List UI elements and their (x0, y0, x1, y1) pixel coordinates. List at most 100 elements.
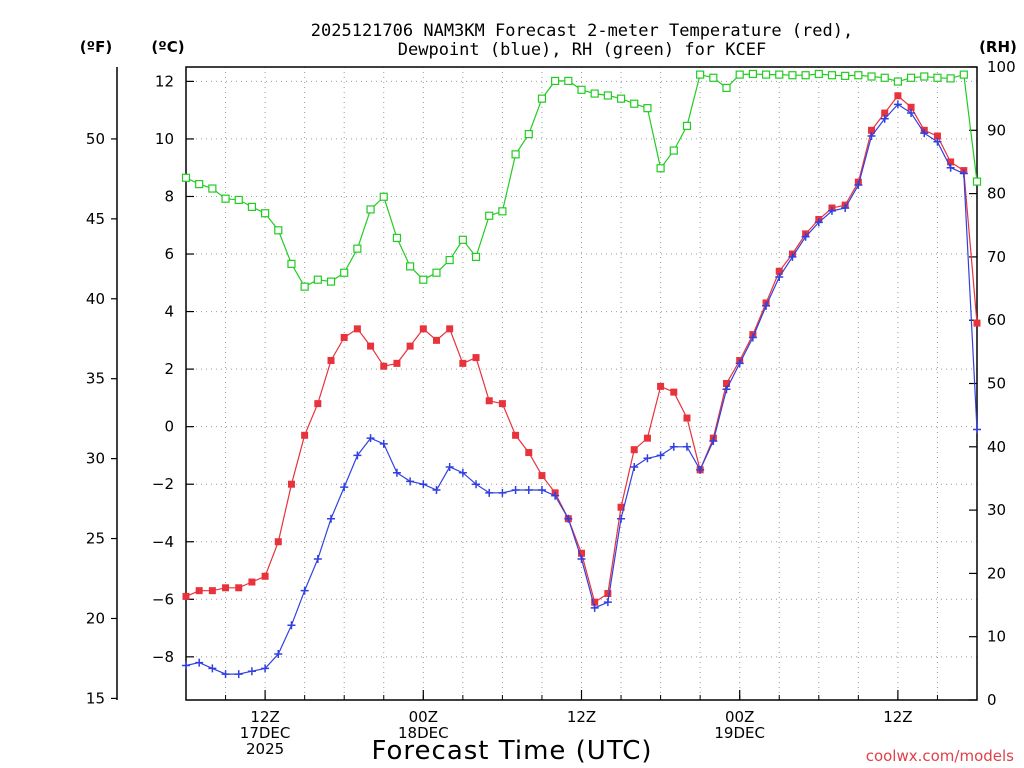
temperature-point (393, 359, 401, 367)
rh-point (234, 195, 243, 205)
rh-point (221, 194, 230, 203)
x-axis-label: Forecast Time (UTC) (371, 736, 652, 766)
dewpoint-point (959, 169, 968, 178)
fahrenheit-tick-label: 40 (86, 290, 105, 308)
temperature-point (459, 359, 467, 367)
temperature-point (947, 158, 955, 166)
celsius-tick-label: 6 (164, 245, 174, 263)
temperature-point (380, 362, 388, 370)
rh-tick-label: 100 (987, 58, 1016, 76)
celsius-unit-label: (ºC) (151, 38, 184, 56)
rh-point (801, 71, 810, 80)
celsius-tick-label: −8 (152, 648, 174, 666)
dewpoint-point (735, 359, 744, 368)
data-series (181, 69, 982, 679)
rh-point (722, 83, 731, 92)
rh-point (643, 104, 652, 113)
rh-point (261, 209, 270, 218)
temperature-point (340, 333, 348, 341)
rh-point (590, 89, 599, 98)
dewpoint-point (287, 621, 296, 630)
temperature-point (670, 388, 678, 396)
rh-point (419, 275, 428, 284)
dewpoint-point (775, 273, 784, 282)
rh-tick-label: 60 (987, 311, 1006, 329)
temperature-point (907, 103, 915, 111)
temperature-point (683, 414, 691, 422)
rh-point (392, 233, 402, 243)
x-tick-label: 12Z (250, 708, 279, 726)
dewpoint-point (973, 425, 981, 434)
fahrenheit-tick-label: 35 (86, 370, 105, 388)
rh-point (841, 71, 850, 80)
temperature-point (235, 584, 243, 592)
rh-point (827, 71, 837, 80)
celsius-tick-label: −4 (152, 533, 174, 551)
dewpoint-point (208, 664, 217, 673)
dewpoint-point (867, 132, 876, 141)
rh-point (972, 177, 982, 186)
rh-point (326, 277, 336, 286)
dewpoint-point (841, 203, 850, 212)
rh-tick-label: 40 (987, 438, 1006, 456)
rh-point (458, 235, 467, 244)
dewpoint-point (195, 658, 204, 667)
x-tick-label: 00Z (725, 708, 754, 726)
temperature-point (248, 578, 256, 586)
series-line-temperature (185, 94, 978, 604)
temperature-point (894, 92, 902, 100)
temperature-point (195, 587, 203, 595)
rh-point (511, 150, 520, 159)
rh-point (340, 268, 349, 277)
rh-point (577, 85, 586, 94)
celsius-tick-label: 4 (164, 303, 174, 321)
dewpoint-point (656, 451, 665, 460)
celsius-tick-label: 12 (155, 72, 174, 90)
rh-point (537, 94, 547, 103)
rh-point (551, 76, 560, 86)
series-dewpoint (182, 100, 981, 679)
dewpoint-point (327, 514, 336, 523)
temperature-point (446, 325, 454, 333)
dewpoint-point (445, 462, 454, 471)
rh-tick-label: 90 (987, 121, 1006, 139)
rh-point (208, 184, 217, 193)
rh-point (893, 77, 903, 86)
rh-tick-label: 30 (987, 501, 1006, 519)
dewpoint-point (234, 670, 243, 679)
temperature-point (775, 267, 783, 275)
rh-point (195, 180, 204, 189)
rh-tick-label: 10 (987, 628, 1006, 646)
rh-point (748, 69, 757, 79)
rh-point (366, 205, 375, 214)
fahrenheit-unit-label: (ºF) (80, 38, 112, 56)
rh-point (313, 275, 322, 284)
dewpoint-point (643, 454, 652, 463)
rh-tick-label: 70 (987, 248, 1006, 266)
dewpoint-point (419, 480, 428, 489)
temperature-point (432, 336, 440, 344)
rh-point (735, 70, 744, 79)
rh-unit-label: (RH) (979, 38, 1017, 56)
dewpoint-point (300, 586, 309, 595)
temperature-point (301, 431, 309, 439)
dewpoint-point (920, 129, 929, 138)
celsius-tick-label: −2 (152, 475, 174, 493)
rh-point (867, 72, 876, 81)
temperature-point (182, 592, 190, 600)
fahrenheit-tick-label: 20 (86, 609, 105, 627)
rh-point (287, 259, 296, 268)
temperature-point (591, 598, 599, 606)
dewpoint-point (933, 137, 942, 146)
rh-point (669, 146, 678, 155)
dewpoint-point (696, 465, 705, 474)
rh-point (432, 268, 441, 277)
dewpoint-point (379, 439, 388, 448)
dewpoint-point (524, 485, 533, 494)
dewpoint-point (630, 462, 639, 471)
series-temperature (182, 92, 981, 606)
dewpoint-point (946, 163, 955, 172)
rh-point (854, 71, 863, 80)
series-rh (181, 69, 982, 291)
dewpoint-point (551, 491, 560, 500)
